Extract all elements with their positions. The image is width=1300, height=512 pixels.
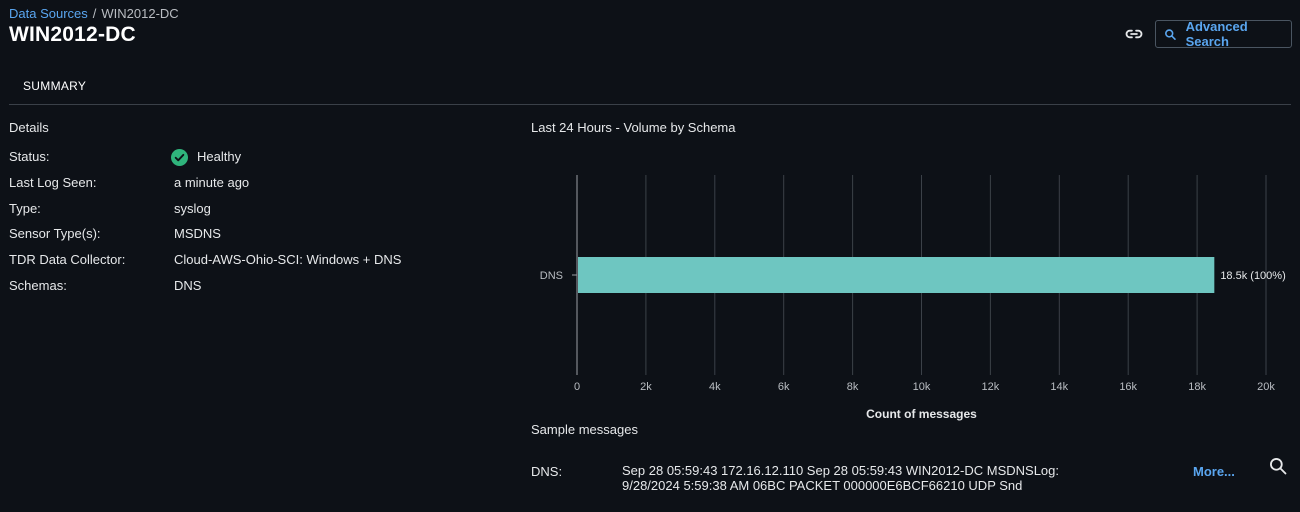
page-title: WIN2012-DC xyxy=(9,23,136,46)
copy-link-button[interactable] xyxy=(1122,22,1146,46)
last-log-seen-label: Last Log Seen: xyxy=(9,175,97,190)
data-label: 18.5k (100%) xyxy=(1220,270,1285,282)
schemas-label: Schemas: xyxy=(9,278,67,293)
x-tick-label: 6k xyxy=(778,381,790,393)
x-axis-label: Count of messages xyxy=(866,407,977,421)
y-tick-label: DNS xyxy=(540,270,563,282)
sample-message-text: Sep 28 05:59:43 172.16.12.110 Sep 28 05:… xyxy=(622,463,1059,493)
more-link[interactable]: More... xyxy=(1193,464,1235,479)
link-icon xyxy=(1125,29,1143,39)
search-icon xyxy=(1165,28,1176,40)
x-tick-label: 0 xyxy=(574,381,580,393)
details-heading: Details xyxy=(9,120,49,135)
x-tick-label: 16k xyxy=(1119,381,1137,393)
x-tick-label: 10k xyxy=(913,381,931,393)
tdr-data-collector-value: Cloud-AWS-Ohio-SCI: Windows + DNS xyxy=(174,252,402,267)
breadcrumb: Data Sources / WIN2012-DC xyxy=(9,6,179,21)
type-label: Type: xyxy=(9,201,41,216)
x-tick-label: 14k xyxy=(1050,381,1068,393)
sensor-types-value: MSDNS xyxy=(174,226,221,241)
chart-title: Last 24 Hours - Volume by Schema xyxy=(531,120,736,135)
status-value: Healthy xyxy=(197,149,242,164)
x-tick-label: 8k xyxy=(847,381,859,393)
status-label: Status: xyxy=(9,149,50,164)
advanced-search-button[interactable]: Advanced Search xyxy=(1155,19,1292,49)
bar-dns xyxy=(578,257,1215,293)
sample-schema-label: DNS: xyxy=(531,464,563,479)
tdr-data-collector-label: TDR Data Collector: xyxy=(9,252,126,267)
search-icon[interactable] xyxy=(1268,456,1288,476)
tab-summary[interactable]: SUMMARY xyxy=(23,79,87,93)
last-log-seen-value: a minute ago xyxy=(174,175,250,190)
advanced-search-label: Advanced Search xyxy=(1185,19,1248,49)
breadcrumb-data-sources-link[interactable]: Data Sources xyxy=(9,6,88,21)
x-tick-label: 20k xyxy=(1257,381,1275,393)
sample-messages-heading: Sample messages xyxy=(531,422,638,437)
breadcrumb-current: WIN2012-DC xyxy=(101,6,179,21)
type-value: syslog xyxy=(174,201,211,216)
check-circle-icon xyxy=(171,149,188,166)
x-tick-label: 12k xyxy=(982,381,1000,393)
sensor-types-label: Sensor Type(s): xyxy=(9,226,101,241)
volume-by-schema-chart: DNS 18.5k (100%) 0 2k 4k 6k 8k 10k 12k 14k 16k 18k 2… xyxy=(540,175,1286,421)
breadcrumb-separator: / xyxy=(92,6,97,21)
x-tick-label: 18k xyxy=(1188,381,1206,393)
tab-divider xyxy=(9,104,1291,105)
x-tick-label: 2k xyxy=(640,381,652,393)
x-tick-label: 4k xyxy=(709,381,721,393)
schemas-value: DNS xyxy=(174,278,202,293)
